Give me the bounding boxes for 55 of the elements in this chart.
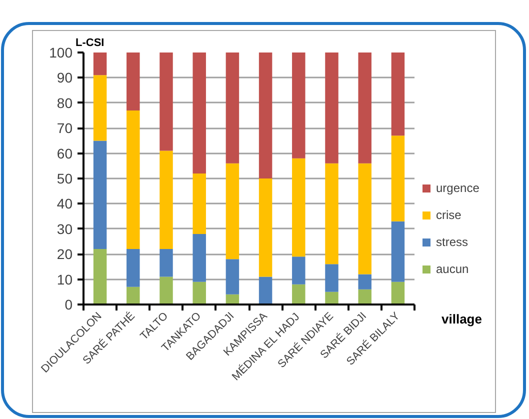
bar <box>93 75 107 141</box>
y-tick-label: 0 <box>64 296 73 312</box>
y-tick-label: 90 <box>56 70 73 86</box>
bar <box>358 163 372 274</box>
bar <box>226 259 240 294</box>
bar <box>126 110 140 250</box>
bar <box>391 52 405 136</box>
bar <box>226 163 240 260</box>
bar <box>192 282 206 304</box>
y-tick-label: 50 <box>56 170 73 186</box>
bar <box>192 234 206 282</box>
y-tick-label: 20 <box>56 246 73 262</box>
bar <box>258 52 272 178</box>
y-tick-label: 60 <box>56 145 73 162</box>
bar <box>93 249 107 304</box>
bar <box>292 52 306 158</box>
bar <box>192 173 206 234</box>
bar <box>325 292 338 304</box>
y-tick-label: 30 <box>56 220 73 237</box>
bar <box>358 274 372 290</box>
bar <box>160 150 173 250</box>
bar <box>391 221 405 282</box>
bar <box>126 249 140 287</box>
bar <box>325 163 338 264</box>
legend-label: urgence <box>436 180 480 197</box>
bar <box>160 249 173 277</box>
bar <box>160 276 173 304</box>
bar <box>292 284 306 304</box>
bar <box>226 52 240 164</box>
x-axis-title: village <box>442 312 482 326</box>
legend-label: stress <box>436 234 468 251</box>
bar <box>292 158 306 257</box>
y-tick-label: 10 <box>56 271 73 288</box>
y-tick-label: 70 <box>56 120 73 136</box>
y-axis-title: L-CSI <box>76 37 104 49</box>
bar <box>258 276 272 304</box>
bar <box>325 264 338 292</box>
bar <box>126 52 140 110</box>
bar <box>391 136 405 222</box>
legend-label: aucun <box>436 261 469 278</box>
y-tick-label: 100 <box>49 44 73 60</box>
y-tick-label: 40 <box>56 196 73 212</box>
y-tick-label: 80 <box>56 94 73 111</box>
bar <box>258 178 272 277</box>
bar <box>192 52 206 174</box>
bar <box>292 256 306 284</box>
bar <box>126 286 140 304</box>
bar <box>391 282 405 304</box>
legend-label: crise <box>436 207 462 224</box>
bar <box>358 52 372 164</box>
bar <box>358 289 372 304</box>
bar <box>160 52 173 151</box>
bar <box>325 52 338 164</box>
bar <box>93 140 107 250</box>
bar <box>93 52 107 76</box>
